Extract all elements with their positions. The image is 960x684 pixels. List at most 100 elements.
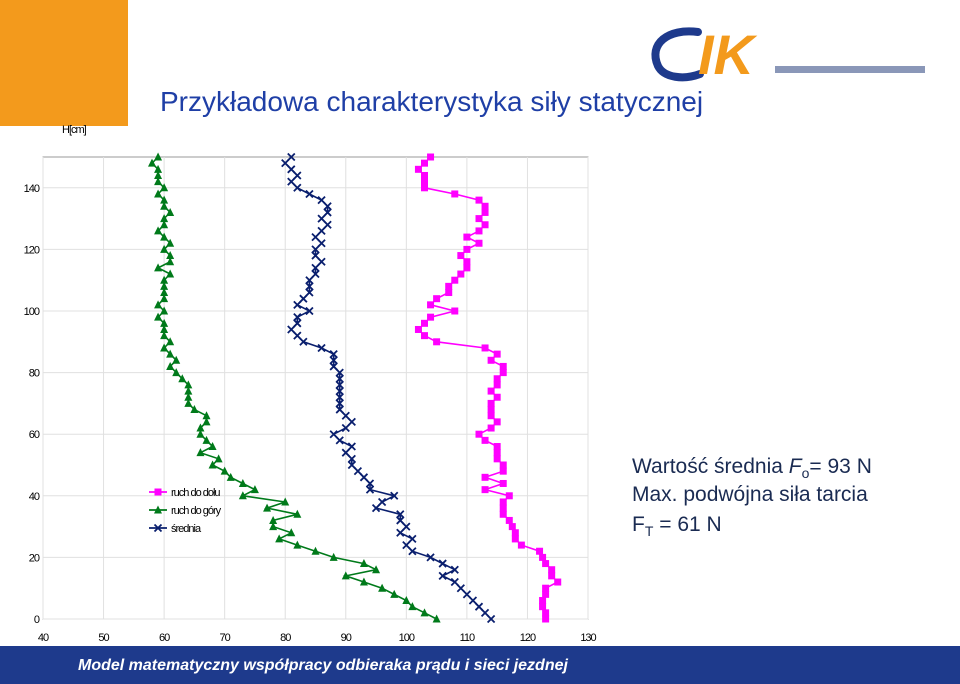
logo-bar xyxy=(775,66,925,73)
data-point xyxy=(238,478,247,487)
x-tick-label: 60 xyxy=(159,632,170,644)
data-point xyxy=(311,251,320,260)
data-point xyxy=(160,294,169,303)
data-point xyxy=(329,362,338,371)
data-point xyxy=(487,356,495,364)
chart-axes: 40 50 60 70 80 90 100 110 120 130 0 20 40 60 80 100 120 1… xyxy=(24,183,598,644)
data-point xyxy=(554,578,562,586)
data-point xyxy=(178,374,187,383)
data-point xyxy=(378,583,387,592)
data-point xyxy=(335,399,344,408)
data-point xyxy=(433,338,441,346)
data-point xyxy=(396,516,405,525)
data-point xyxy=(196,429,205,438)
data-point xyxy=(305,288,314,297)
x-tick-label: 40 xyxy=(38,632,49,644)
data-point xyxy=(499,510,507,518)
data-point xyxy=(450,577,459,587)
data-point xyxy=(499,504,507,512)
friction-force-note: FT = 61 N xyxy=(632,513,722,539)
data-point xyxy=(160,288,169,297)
friction-note: Max. podwójna siła tarcia xyxy=(632,483,868,506)
data-point xyxy=(160,306,169,315)
data-point xyxy=(499,461,507,469)
data-point xyxy=(432,614,441,623)
data-point xyxy=(542,560,550,568)
data-point xyxy=(317,195,326,205)
data-point xyxy=(184,380,193,389)
data-point xyxy=(154,189,163,198)
data-point xyxy=(184,386,193,395)
x-tick-label: 120 xyxy=(520,632,536,644)
data-point xyxy=(487,387,495,395)
y-tick-label: 100 xyxy=(24,306,40,318)
data-point xyxy=(539,553,547,561)
y-tick-label: 20 xyxy=(29,552,40,564)
data-point xyxy=(508,523,516,531)
data-point xyxy=(172,355,181,364)
data-point xyxy=(475,196,483,204)
data-point xyxy=(317,343,326,353)
data-point xyxy=(359,559,368,568)
data-point xyxy=(438,559,447,568)
data-point xyxy=(480,608,490,617)
legend-marker xyxy=(153,523,163,533)
data-point xyxy=(329,349,338,359)
data-point xyxy=(505,516,513,524)
data-point xyxy=(166,257,175,266)
data-point xyxy=(335,436,344,445)
data-point xyxy=(402,540,411,550)
data-point xyxy=(154,164,163,173)
data-point xyxy=(148,158,156,167)
data-point xyxy=(166,349,175,358)
friction-force-subscript: T xyxy=(644,523,654,540)
data-point xyxy=(499,362,507,370)
data-point xyxy=(311,232,320,242)
data-point xyxy=(486,614,496,624)
logo-swoosh-icon xyxy=(651,27,704,82)
data-point xyxy=(208,460,217,469)
logo-text: IK xyxy=(698,23,758,86)
data-point xyxy=(311,263,320,273)
data-point xyxy=(451,190,459,198)
data-point xyxy=(317,257,326,266)
data-point xyxy=(475,227,483,235)
data-point xyxy=(493,449,501,457)
y-tick-label: 140 xyxy=(24,183,40,195)
data-point xyxy=(166,238,175,247)
data-point xyxy=(539,603,547,611)
data-point xyxy=(421,184,428,192)
x-tick-label: 110 xyxy=(460,632,475,644)
data-point xyxy=(160,244,169,253)
data-point xyxy=(166,337,175,346)
data-point xyxy=(202,411,211,420)
data-point xyxy=(408,547,417,556)
footer-text: Model matematyczny współpracy odbieraka … xyxy=(78,657,568,674)
data-point xyxy=(463,245,471,253)
data-point xyxy=(414,325,422,333)
data-point xyxy=(160,232,169,241)
chart-legend: ruch do dołu ruch do góry średnia xyxy=(149,487,223,535)
data-point xyxy=(414,165,422,173)
data-point xyxy=(250,485,259,494)
data-point xyxy=(347,417,356,427)
data-point xyxy=(542,590,550,598)
data-point xyxy=(426,553,435,562)
data-point xyxy=(341,411,350,420)
data-point xyxy=(450,565,459,574)
data-point xyxy=(359,473,369,482)
data-point xyxy=(511,535,519,543)
data-point xyxy=(329,356,338,365)
data-point xyxy=(481,473,489,481)
data-point xyxy=(160,281,169,290)
data-point xyxy=(493,455,501,463)
data-point xyxy=(293,183,302,192)
data-point xyxy=(196,423,205,432)
data-point xyxy=(305,282,314,291)
footer-bar: Model matematyczny współpracy odbieraka … xyxy=(0,646,960,684)
data-point xyxy=(311,546,320,555)
data-point xyxy=(481,202,489,210)
data-point xyxy=(323,202,332,211)
data-point xyxy=(269,515,278,524)
data-point xyxy=(499,479,507,487)
